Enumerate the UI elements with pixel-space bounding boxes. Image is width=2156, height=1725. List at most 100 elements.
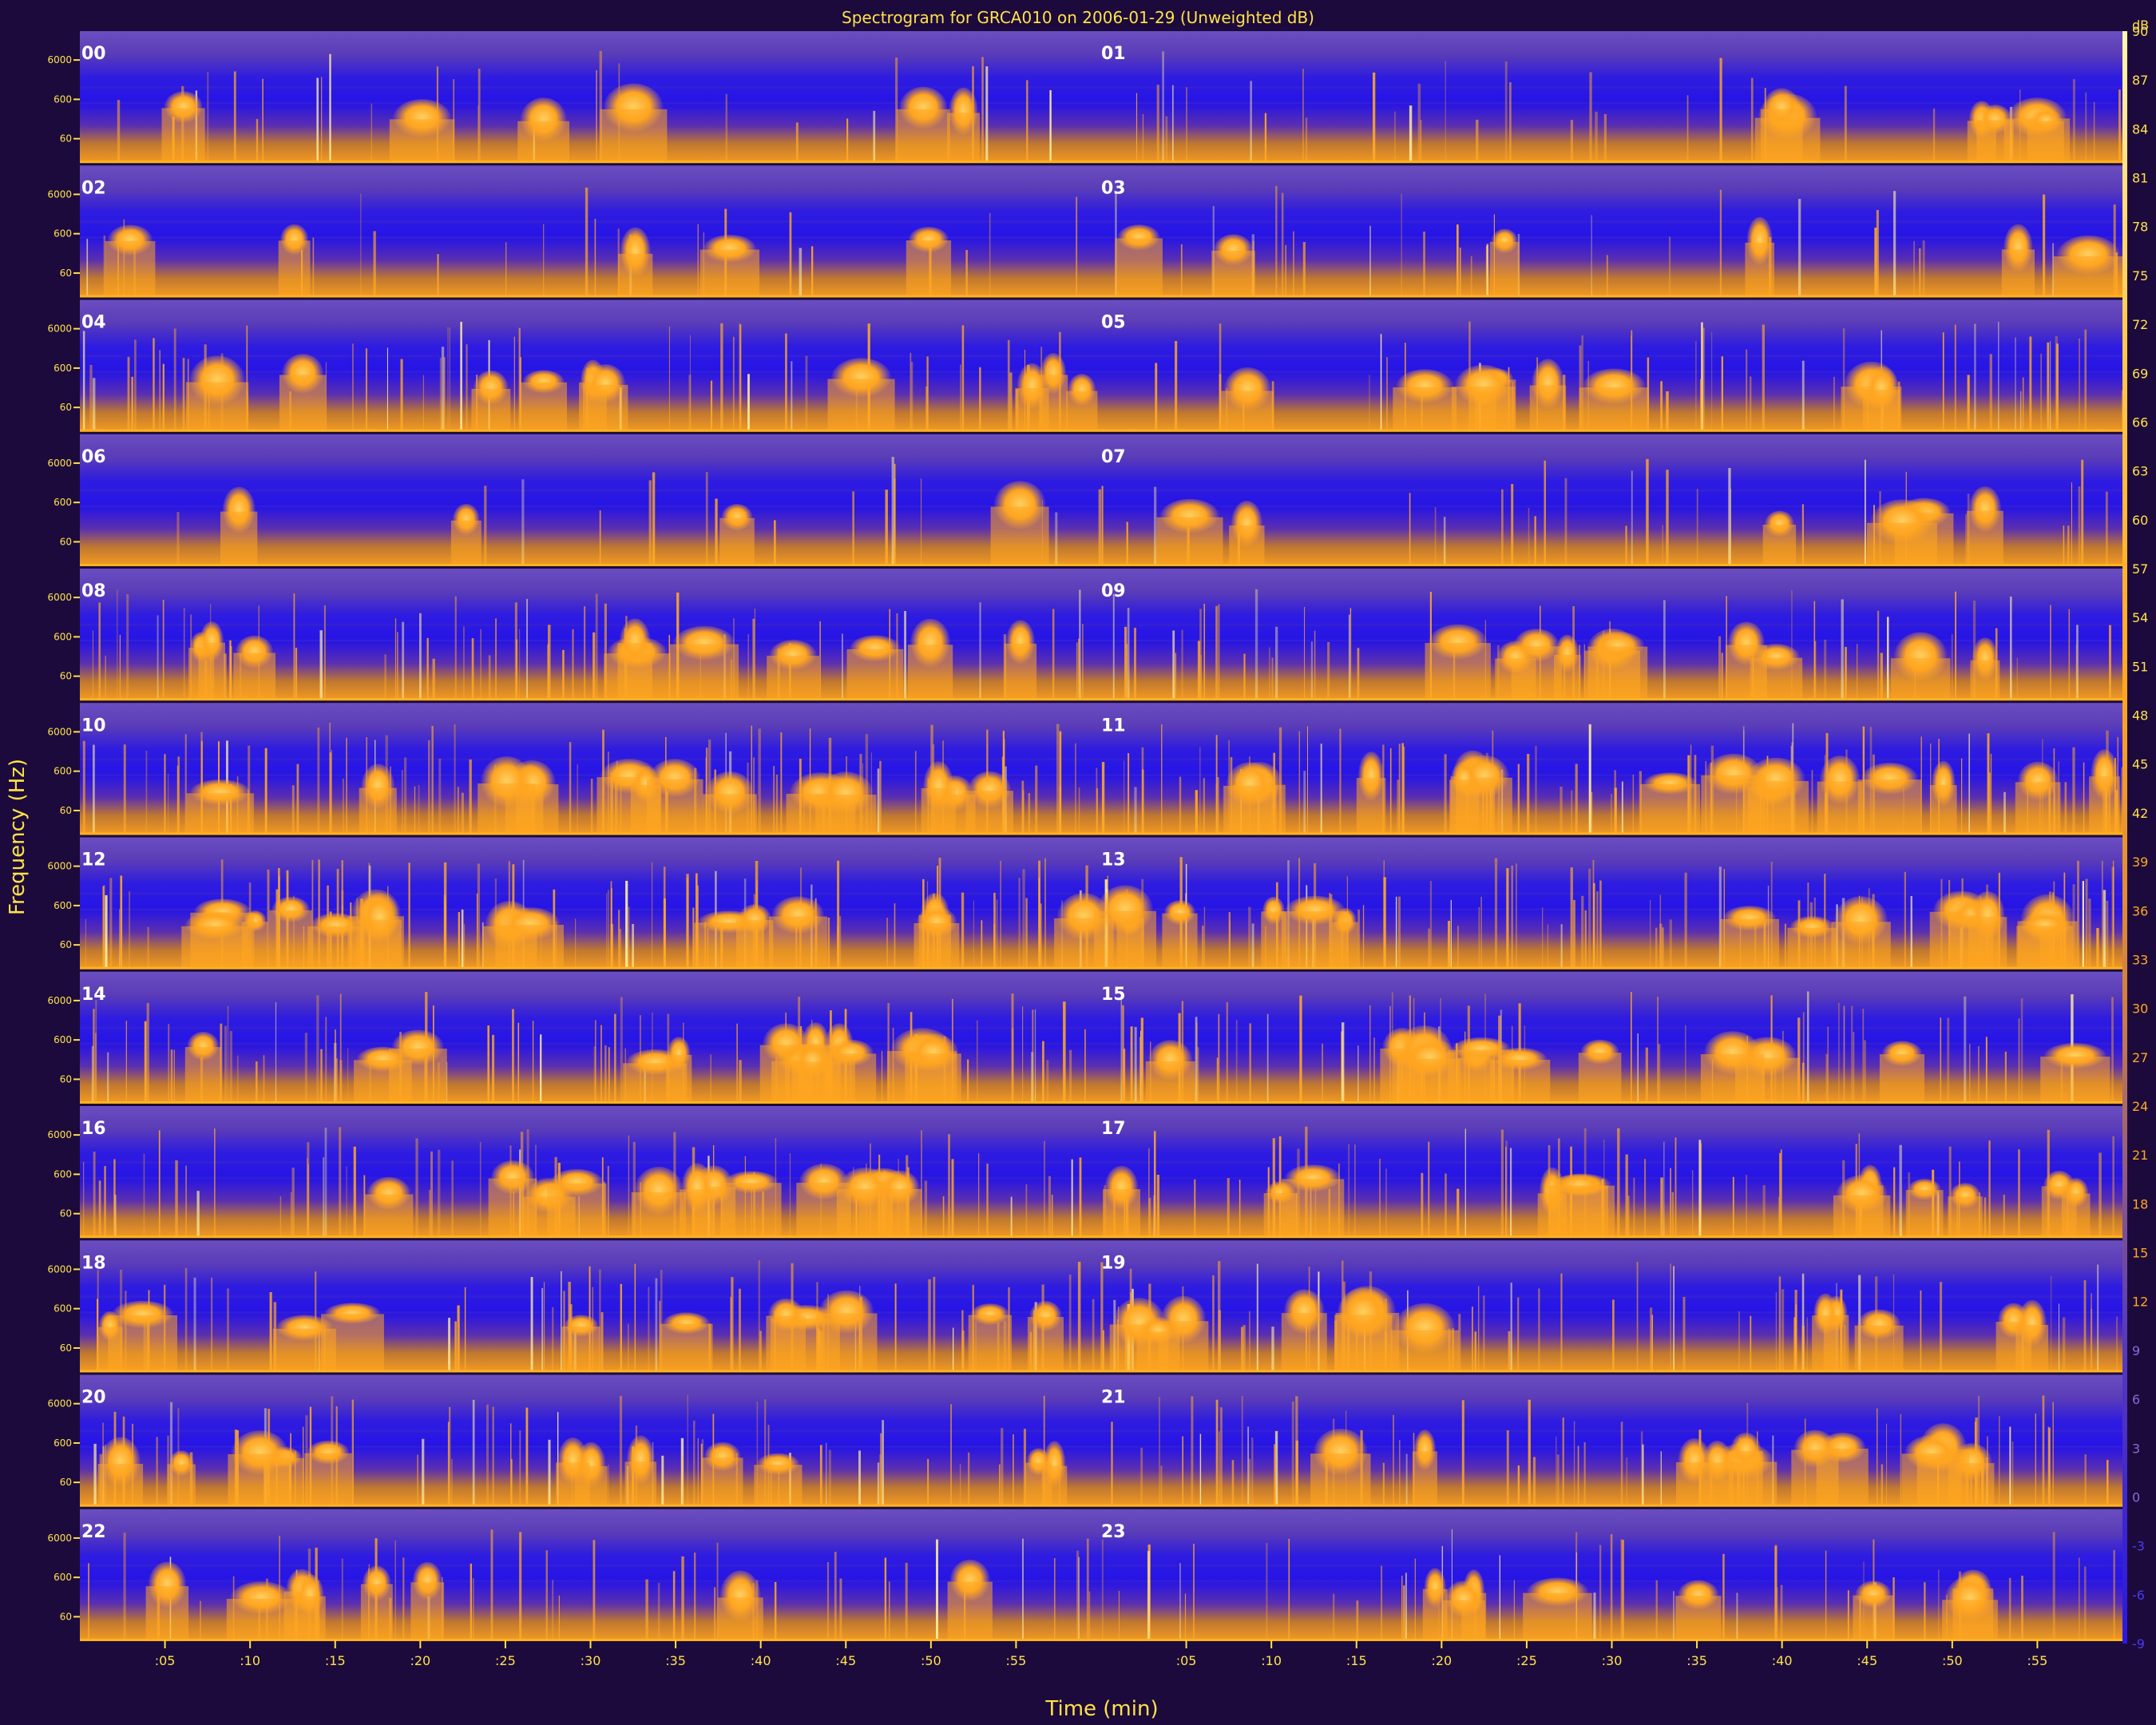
spectrogram-spike bbox=[1948, 1146, 1952, 1238]
spectrogram-streak bbox=[80, 892, 2122, 895]
spectrogram-spike bbox=[1961, 758, 1963, 835]
spectrogram-event-tail bbox=[1791, 1449, 1839, 1506]
spectrogram-spike bbox=[618, 910, 620, 969]
spectrogram-spike bbox=[1275, 185, 1278, 297]
spectrogram-spike bbox=[1793, 1317, 1797, 1372]
spectrogram-event-tail bbox=[2089, 776, 2120, 835]
spectrogram-spike bbox=[595, 1020, 596, 1103]
spectrogram-spike bbox=[1242, 1325, 1246, 1372]
spectrogram-spike bbox=[921, 1130, 922, 1238]
spectrogram-event-tail bbox=[1282, 911, 1349, 969]
hour-label: 03 bbox=[1101, 178, 1126, 198]
spectrogram-baseline bbox=[80, 1504, 2122, 1507]
spectrogram-spike bbox=[1779, 1152, 1781, 1238]
spectrogram-spike bbox=[2055, 343, 2059, 431]
spectrogram-spike bbox=[1218, 1310, 1221, 1372]
spectrogram-spike bbox=[83, 1161, 85, 1238]
spectrogram-spike bbox=[628, 1135, 630, 1238]
spectrogram-spike bbox=[1801, 1273, 1805, 1372]
x-tick-label: :20 bbox=[1431, 1653, 1452, 1668]
y-tick-label: 600 bbox=[54, 1168, 72, 1180]
spectrogram-spike bbox=[541, 1287, 544, 1372]
spectrogram-event-tail bbox=[471, 388, 511, 431]
spectrogram-spike bbox=[1666, 470, 1669, 565]
spectrogram-spike bbox=[1722, 1553, 1725, 1640]
spectrogram-event-tail bbox=[1145, 1061, 1195, 1103]
spectrogram-spike bbox=[961, 892, 965, 969]
spectrogram-spike bbox=[689, 335, 691, 431]
spectrogram-spike bbox=[93, 1009, 95, 1103]
spectrogram-spike bbox=[1443, 517, 1446, 565]
spectrogram-spike bbox=[1379, 1159, 1381, 1238]
spectrogram-event-tail bbox=[1066, 391, 1098, 431]
spectrogram-spike bbox=[634, 1263, 636, 1372]
spectrogram-spike bbox=[1035, 765, 1038, 835]
spectrogram-spike bbox=[2109, 625, 2111, 700]
spectrogram-spike bbox=[519, 1430, 521, 1506]
spectrogram-spike bbox=[572, 629, 574, 700]
spectrogram-spike bbox=[540, 1034, 542, 1103]
spectrogram-spike bbox=[1127, 608, 1130, 700]
spectrogram-event-tail bbox=[719, 518, 755, 565]
spectrogram-spike bbox=[1456, 1188, 1460, 1238]
y-tick-label: 60 bbox=[60, 1208, 72, 1219]
spectrogram-spike bbox=[386, 347, 388, 431]
spectrogram-spike bbox=[2009, 1426, 2011, 1506]
spectrogram-spike bbox=[652, 472, 656, 565]
spectrogram-spike bbox=[1459, 248, 1461, 297]
spectrogram-spike bbox=[2043, 194, 2046, 297]
spectrogram-spike bbox=[158, 1130, 161, 1238]
spectrogram-spike bbox=[291, 785, 295, 835]
spectrogram-spike bbox=[1401, 743, 1404, 835]
spectrogram-spike bbox=[134, 339, 137, 431]
spectrogram-event-tail bbox=[520, 382, 567, 431]
spectrogram-spike bbox=[764, 1399, 767, 1506]
spectrogram-spike bbox=[608, 1047, 610, 1103]
spectrogram-spike bbox=[1535, 746, 1537, 835]
y-tick-label: 60 bbox=[60, 1342, 72, 1354]
spectrogram-spike bbox=[1721, 652, 1723, 700]
spectrogram-spike bbox=[1165, 116, 1168, 163]
spectrogram-spike bbox=[1508, 1331, 1511, 1372]
spectrogram-event-tail bbox=[1393, 387, 1457, 431]
spectrogram-spike bbox=[346, 737, 347, 835]
spectrogram-spike bbox=[886, 918, 888, 969]
spectrogram-streak bbox=[80, 474, 2122, 477]
spectrogram-spike bbox=[645, 1579, 648, 1640]
spectrogram-event-tail bbox=[827, 379, 895, 431]
spectrogram-spike bbox=[1791, 590, 1793, 700]
spectrogram-event-tail bbox=[1015, 388, 1049, 431]
spectrogram-baseline bbox=[80, 1370, 2122, 1373]
spectrogram-streak bbox=[80, 339, 2122, 342]
spectrogram-event-tail bbox=[624, 1461, 657, 1506]
spectrogram-spike bbox=[1397, 779, 1400, 835]
spectrogram-spike bbox=[773, 766, 775, 835]
spectrogram-spike bbox=[1034, 1009, 1036, 1103]
colorbar-tick-label: 75 bbox=[2132, 268, 2148, 284]
y-tick-label: 600 bbox=[54, 631, 72, 642]
spectrogram-spike bbox=[1595, 111, 1598, 163]
spectrogram-spike bbox=[2102, 890, 2106, 969]
spectrogram-spike bbox=[905, 1562, 908, 1640]
spectrogram-spike bbox=[1373, 72, 1376, 163]
hour-label: 23 bbox=[1101, 1522, 1126, 1542]
spectrogram-spike bbox=[175, 1160, 178, 1238]
spectrogram-spike bbox=[736, 1023, 738, 1103]
x-tick-label: :30 bbox=[581, 1653, 601, 1668]
spectrogram-spike bbox=[1162, 51, 1164, 163]
spectrogram-band bbox=[80, 299, 2122, 431]
spectrogram-spike bbox=[2106, 1460, 2109, 1506]
spectrogram-spike bbox=[95, 1033, 97, 1103]
spectrogram-spike bbox=[1762, 324, 1765, 431]
spectrogram-spike bbox=[1022, 869, 1025, 969]
spectrogram-spike bbox=[710, 380, 713, 431]
spectrogram-spike bbox=[1249, 1311, 1250, 1372]
x-tick-label: :15 bbox=[1346, 1653, 1367, 1668]
y-tick-label: 600 bbox=[54, 93, 72, 105]
spectrogram-spike bbox=[1655, 1580, 1658, 1640]
spectrogram-event-tail bbox=[1261, 911, 1286, 969]
spectrogram-spike bbox=[415, 1138, 418, 1238]
spectrogram-spike bbox=[1645, 1047, 1648, 1103]
spectrogram-spike bbox=[323, 605, 326, 700]
spectrogram-event-tail bbox=[97, 1464, 144, 1506]
